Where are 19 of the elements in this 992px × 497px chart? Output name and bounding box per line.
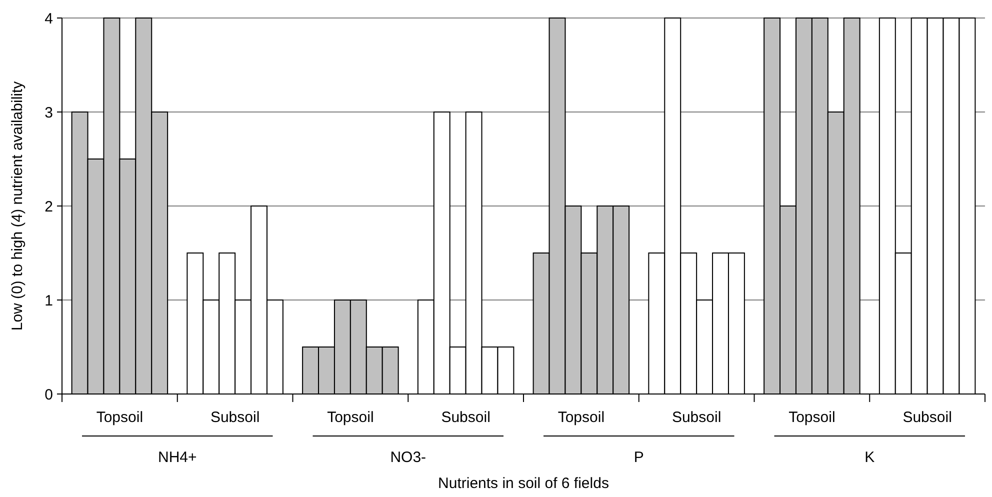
- text: NH4+: [158, 449, 197, 466]
- x-tick-label: Subsoil: [672, 409, 722, 426]
- x-tick-label: Topsoil: [788, 409, 836, 426]
- y-tick-label: 0: [44, 386, 53, 404]
- y-tick-label: 1: [44, 292, 53, 310]
- x-tick-label: Topsoil: [96, 409, 144, 426]
- x-tick-label: Subsoil: [441, 409, 490, 426]
- text: P: [634, 449, 644, 466]
- x-axis-title: Nutrients in soil of 6 fields: [438, 475, 609, 492]
- x-tick-label: Topsoil: [558, 409, 605, 426]
- x-tick-label: Subsoil: [902, 409, 952, 426]
- y-axis-title: Low (0) to high (4) nutrient availability: [9, 80, 26, 331]
- text: NO3-: [390, 449, 426, 466]
- y-tick-label: 2: [44, 198, 53, 216]
- x-tick-label: Topsoil: [327, 409, 374, 426]
- y-tick-label: 4: [44, 10, 53, 28]
- x-tick-label: Subsoil: [210, 409, 260, 426]
- y-tick-label: 3: [44, 104, 53, 122]
- text: K: [864, 449, 875, 466]
